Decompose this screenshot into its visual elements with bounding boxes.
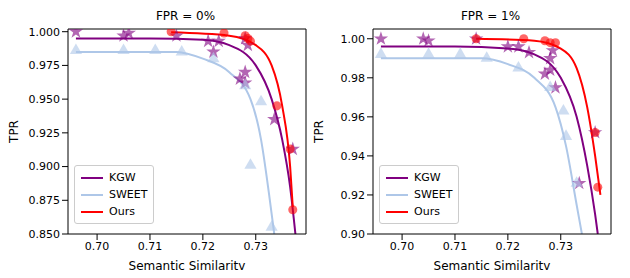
svg-text:0.975: 0.975 — [29, 59, 61, 72]
svg-text:0.850: 0.850 — [29, 228, 61, 241]
svg-text:0.98: 0.98 — [341, 72, 366, 85]
svg-text:Semantic Similarity: Semantic Similarity — [434, 259, 551, 270]
html-text:Ours: Ours — [109, 205, 135, 218]
svg-text:0.875: 0.875 — [29, 194, 61, 207]
svg-text:0.71: 0.71 — [443, 240, 468, 253]
svg-text:0.72: 0.72 — [496, 240, 521, 253]
html-text:FPR = 1%: FPR = 1% — [460, 9, 521, 23]
svg-text:0.900: 0.900 — [29, 160, 61, 173]
svg-text:0.94: 0.94 — [341, 150, 366, 163]
html-text:FPR = 0%: FPR = 0% — [155, 9, 216, 23]
svg-text:0.73: 0.73 — [549, 240, 574, 253]
svg-text:0.96: 0.96 — [341, 111, 366, 124]
html-text:SWEET: SWEET — [109, 188, 148, 201]
svg-text:1.00: 1.00 — [341, 33, 366, 46]
svg-text:TPR: TPR — [8, 120, 21, 144]
svg-text:1.000: 1.000 — [29, 26, 61, 39]
html-text:Ours: Ours — [414, 205, 440, 218]
svg-text:0.70: 0.70 — [390, 240, 415, 253]
svg-text:0.72: 0.72 — [191, 240, 216, 253]
svg-text:Semantic Similarity: Semantic Similarity — [129, 259, 246, 270]
svg-text:0.925: 0.925 — [29, 127, 61, 140]
html-text:KGW: KGW — [109, 171, 136, 184]
svg-text:0.90: 0.90 — [341, 228, 366, 241]
svg-text:0.92: 0.92 — [341, 189, 366, 202]
html-text:KGW: KGW — [414, 171, 441, 184]
svg-text:0.950: 0.950 — [29, 93, 61, 106]
html-text:SWEET: SWEET — [414, 188, 453, 201]
svg-text:0.71: 0.71 — [138, 240, 163, 253]
svg-text:TPR: TPR — [313, 120, 326, 144]
svg-text:0.70: 0.70 — [85, 240, 110, 253]
svg-text:0.73: 0.73 — [244, 240, 269, 253]
